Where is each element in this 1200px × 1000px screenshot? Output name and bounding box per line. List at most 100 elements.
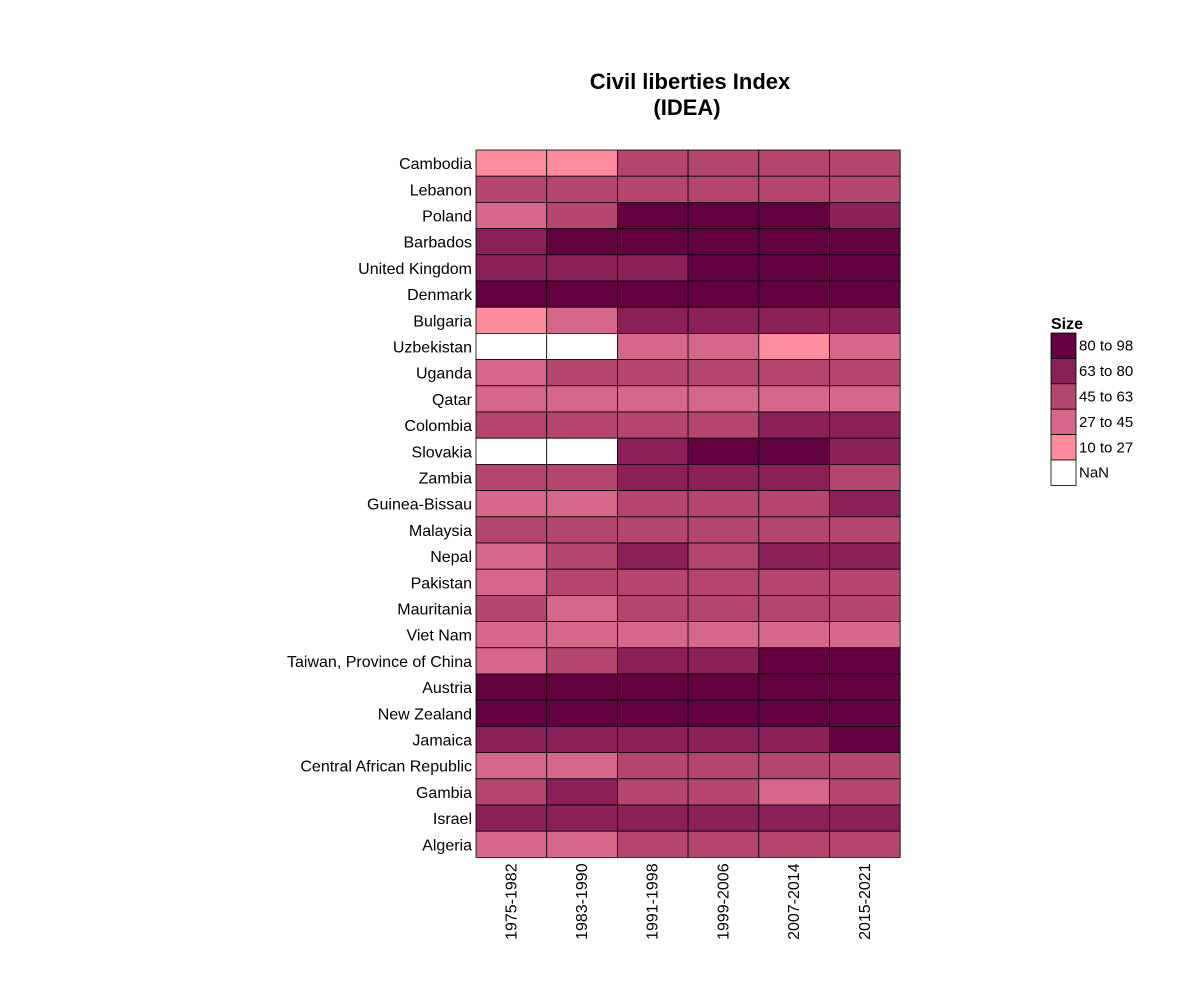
y-axis-label: New Zealand [378, 706, 472, 723]
heatmap-cell [617, 830, 689, 858]
legend-label: NaN [1079, 465, 1109, 482]
heatmap-cell [546, 306, 618, 334]
heatmap-cell [546, 385, 618, 413]
heatmap-cell [546, 228, 618, 256]
heatmap-cell [758, 542, 830, 570]
x-axis-label: 1999-2006 [715, 863, 732, 940]
heatmap-cell [617, 332, 689, 360]
heatmap-cell [546, 673, 618, 701]
heatmap-cell [617, 385, 689, 413]
heatmap-cell [758, 752, 830, 780]
heatmap-cell [617, 752, 689, 780]
heatmap-cell [758, 778, 830, 806]
y-axis-label: Nepal [430, 549, 472, 566]
heatmap-cell [829, 332, 901, 360]
heatmap-cell [758, 621, 830, 649]
heatmap-cell [758, 201, 830, 229]
heatmap-cell [617, 411, 689, 439]
heatmap-cell [475, 516, 548, 544]
heatmap-cell [617, 149, 689, 177]
heatmap-cell [475, 280, 548, 308]
y-axis-label: Mauritania [397, 602, 472, 619]
heatmap-cell [687, 673, 760, 701]
heatmap-cell [617, 726, 689, 754]
y-axis-label: Bulgaria [413, 313, 472, 330]
heatmap-cell [617, 280, 689, 308]
legend-title: Size [1051, 316, 1083, 333]
heatmap-cell [758, 411, 830, 439]
heatmap-cell [687, 830, 760, 858]
heatmap-cell [829, 254, 901, 282]
heatmap-cell [758, 254, 830, 282]
heatmap-cell [617, 699, 689, 727]
heatmap-cell [687, 254, 760, 282]
heatmap-cell [546, 830, 618, 858]
heatmap-cell [829, 726, 901, 754]
heatmap-cell [829, 621, 901, 649]
heatmap-cell [687, 149, 760, 177]
heatmap-cell [546, 647, 618, 675]
y-axis-label: Poland [422, 209, 472, 226]
heatmap-cell [687, 228, 760, 256]
heatmap-cell [475, 254, 548, 282]
heatmap-cell [758, 332, 830, 360]
heatmap-cell [687, 385, 760, 413]
heatmap-cell [829, 778, 901, 806]
heatmap-cell [829, 516, 901, 544]
heatmap-cell [546, 201, 618, 229]
heatmap-cell [475, 332, 548, 360]
heatmap-cell [829, 201, 901, 229]
heatmap-cell [475, 306, 548, 334]
heatmap-cell [617, 804, 689, 832]
heatmap-cell [546, 463, 618, 491]
heatmap-cell [687, 280, 760, 308]
x-axis-label: 2007-2014 [786, 863, 803, 940]
heatmap-cell [475, 149, 548, 177]
heatmap-cell [758, 699, 830, 727]
heatmap-cell [829, 595, 901, 623]
heatmap-cell [687, 201, 760, 229]
heatmap-cell [758, 647, 830, 675]
heatmap-cell [475, 228, 548, 256]
legend-label: 63 to 80 [1079, 363, 1133, 380]
heatmap-cell [617, 437, 689, 465]
heatmap-cell [546, 568, 618, 596]
y-axis-label: Malaysia [409, 523, 472, 540]
y-axis-label: Central African Republic [300, 759, 472, 776]
heatmap-cell [758, 804, 830, 832]
y-axis-label: Colombia [404, 418, 472, 435]
heatmap-cell [829, 175, 901, 203]
heatmap-cell [687, 490, 760, 518]
y-axis-label: Austria [422, 680, 472, 697]
x-axis-label: 2015-2021 [857, 863, 874, 940]
heatmap-cell [687, 621, 760, 649]
heatmap-cell [687, 726, 760, 754]
x-axis-label: 1983-1990 [574, 863, 591, 940]
heatmap-cell [829, 280, 901, 308]
heatmap-cell [475, 752, 548, 780]
y-axis-label: Algeria [422, 837, 472, 854]
y-axis-label: Guinea-Bissau [367, 497, 472, 514]
heatmap-cell [758, 595, 830, 623]
heatmap-cell [475, 673, 548, 701]
heatmap-cell [829, 830, 901, 858]
heatmap-cell [546, 726, 618, 754]
heatmap-cell [758, 726, 830, 754]
heatmap-cell [758, 228, 830, 256]
heatmap-cell [687, 699, 760, 727]
y-axis-label: Barbados [404, 235, 473, 252]
heatmap-cell [475, 463, 548, 491]
heatmap-cell [617, 778, 689, 806]
heatmap-cell [546, 778, 618, 806]
heatmap-cell [829, 149, 901, 177]
x-axis-label: 1991-1998 [645, 863, 662, 940]
legend-swatch [1050, 434, 1077, 461]
heatmap-cell [546, 359, 618, 387]
y-axis-label: Denmark [407, 287, 473, 304]
heatmap-cell [687, 804, 760, 832]
heatmap-cell [475, 568, 548, 596]
heatmap-cell [829, 385, 901, 413]
heatmap-cell [829, 647, 901, 675]
heatmap-cell [829, 490, 901, 518]
